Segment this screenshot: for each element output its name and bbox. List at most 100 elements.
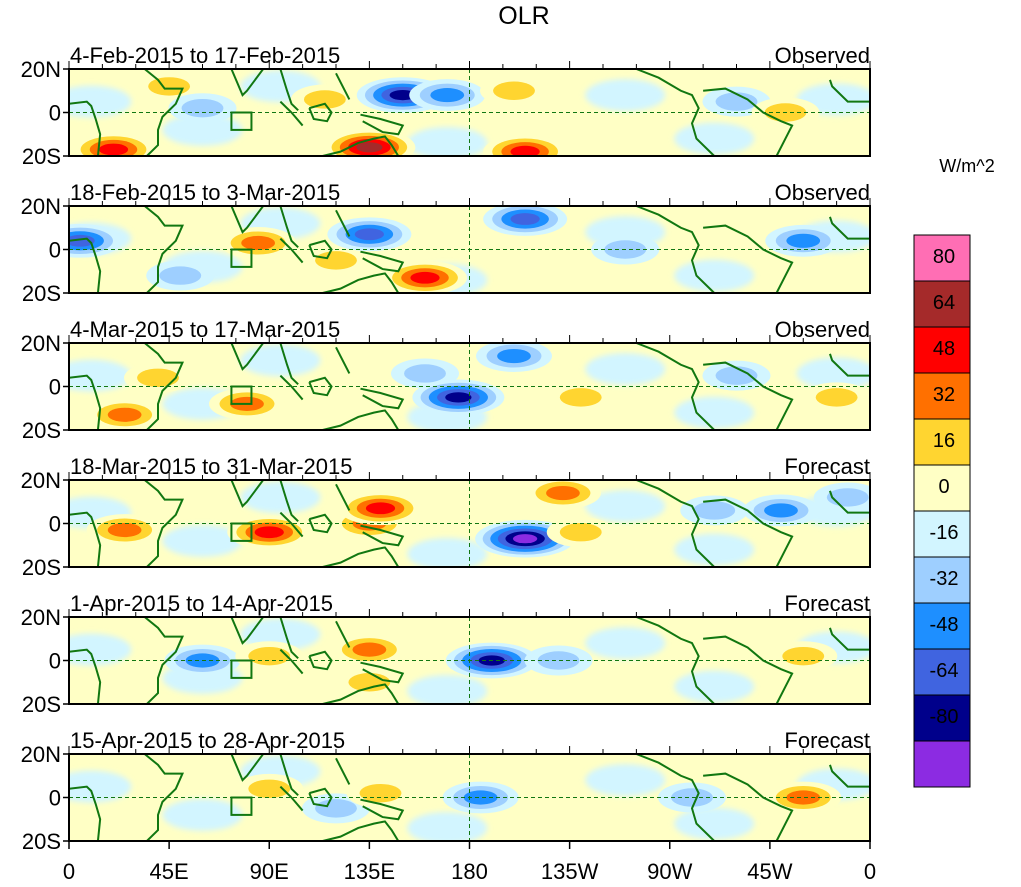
y-tick-label: 20N (21, 742, 61, 767)
coastline-segment (144, 69, 185, 156)
colorbar-swatch (913, 280, 971, 328)
weak-negative-patch (585, 764, 666, 797)
anomaly-1-tier-4 (98, 143, 129, 156)
anomaly-7-tier-2 (559, 522, 602, 542)
anomaly-3-tier-3 (352, 642, 387, 657)
panel-3: 20N 0 20S 4-Mar-2015 to 17-Mar-2015 Observed (21, 317, 871, 443)
colorbar-level-label: -64 (930, 660, 959, 682)
y-tick-label: 20S (22, 692, 61, 717)
colorbar-level-label: 16 (933, 430, 955, 452)
colorbar-swatch (913, 740, 971, 788)
y-tick-label: 20S (22, 829, 61, 854)
anomaly-8-tier-2 (693, 501, 736, 520)
x-tick-label: 90W (647, 859, 692, 884)
anomaly-2-tier-2 (137, 368, 179, 388)
anomaly-8-tier-2 (715, 366, 758, 385)
anomaly-5-tier-4 (354, 228, 384, 241)
anomaly-2-tier-2 (159, 266, 202, 285)
y-tick-label: 20N (21, 468, 61, 493)
anomaly-9-tier-3 (786, 233, 821, 248)
y-tick-label: 20S (22, 418, 61, 443)
coastline-segment (308, 376, 333, 397)
colorbar-level-label: -80 (930, 706, 959, 728)
x-tick-label: 135E (344, 859, 395, 884)
coastline-segment (144, 343, 185, 430)
panel-kind-label: Observed (775, 317, 870, 342)
weak-negative-patch (240, 481, 321, 514)
coastline-segment (829, 764, 870, 788)
coastline-segment (322, 272, 400, 293)
coastline-segment (360, 113, 405, 136)
x-tick-label: 45E (150, 859, 189, 884)
coastline-segment (308, 650, 333, 671)
x-tick-label: 45W (747, 859, 792, 884)
colorbar-swatch (913, 234, 971, 282)
anomaly-1-tier-2 (248, 779, 291, 799)
weak-negative-patch (407, 126, 488, 156)
coastline-segment (335, 346, 351, 374)
coastline-segment (230, 754, 265, 782)
weak-negative-patch (69, 85, 132, 118)
y-tick-label: 20N (21, 331, 61, 356)
weak-negative-patch (674, 396, 755, 429)
coastline-segment (230, 206, 265, 234)
coastline-segment (360, 387, 405, 410)
coastline-segment (230, 617, 265, 645)
y-tick-label: 0 (49, 238, 61, 263)
panel-period-label: 1-Apr-2015 to 14-Apr-2015 (70, 591, 333, 616)
weak-negative-patch (585, 353, 666, 386)
anomaly-5-tier-6 (513, 534, 538, 544)
colorbar-swatch (913, 694, 971, 742)
y-tick-label: 0 (49, 375, 61, 400)
weak-negative-patch (407, 674, 488, 704)
coastline-segment (703, 635, 794, 704)
y-tick-label: 0 (49, 101, 61, 126)
y-tick-label: 0 (49, 512, 61, 537)
anomaly-7-tier-4 (510, 213, 540, 225)
coastline-segment (335, 72, 351, 100)
x-tick-label: 0 (864, 859, 876, 884)
coastline-segment (703, 772, 794, 841)
colorbar-level-label: -48 (930, 614, 959, 636)
colorbar-swatch (913, 418, 971, 466)
anomaly-2-tier-2 (315, 799, 357, 818)
coastline-segment (279, 206, 299, 249)
coastlines (69, 206, 870, 293)
coastline-segment (335, 209, 351, 237)
weak-negative-patch (674, 122, 755, 155)
anomaly-6-tier-3 (497, 348, 531, 364)
coastline-segment (322, 820, 400, 841)
coastline-segment (703, 87, 794, 156)
x-tick-label: 90E (250, 859, 289, 884)
colorbar-swatch (913, 326, 971, 374)
colorbar-level-label: 80 (933, 246, 955, 268)
anomaly-field (69, 755, 870, 841)
y-tick-label: 20N (21, 194, 61, 219)
panel-kind-label: Forecast (784, 454, 870, 479)
anomaly-3-tier-3 (241, 235, 276, 251)
anomaly-field (69, 480, 870, 567)
coastline-segment (636, 754, 715, 841)
anomaly-7-tier-3 (430, 88, 465, 103)
coastline-segment (335, 620, 351, 648)
anomaly-9-tier-2 (815, 388, 858, 407)
panel-6: 20N 0 20S 15-Apr-2015 to 28-Apr-2015 Forecas… (21, 728, 871, 854)
panel-period-label: 18-Feb-2015 to 3-Mar-2015 (70, 180, 340, 205)
y-tick-label: 20N (21, 57, 61, 82)
region-box (230, 385, 253, 405)
coastlines (69, 754, 870, 841)
weak-negative-patch (674, 807, 755, 840)
colorbar: 80 64 48 32 16 0 -16 -32 -48 -64 -80 (913, 234, 971, 788)
panel-kind-label: Observed (775, 180, 870, 205)
anomaly-7-tier-2 (782, 646, 825, 666)
region-box (230, 522, 253, 542)
anomaly-5-tier-5 (445, 392, 472, 403)
panel-period-label: 4-Mar-2015 to 17-Mar-2015 (70, 317, 340, 342)
coastline-segment (279, 480, 299, 523)
panel-2: 20N 0 20S 18-Feb-2015 to 3-Mar-2015 Observed (21, 180, 871, 306)
anomaly-8-tier-2 (493, 81, 535, 100)
colorbar-swatch (913, 464, 971, 512)
coastline-segment (703, 361, 794, 430)
y-tick-label: 0 (49, 649, 61, 674)
